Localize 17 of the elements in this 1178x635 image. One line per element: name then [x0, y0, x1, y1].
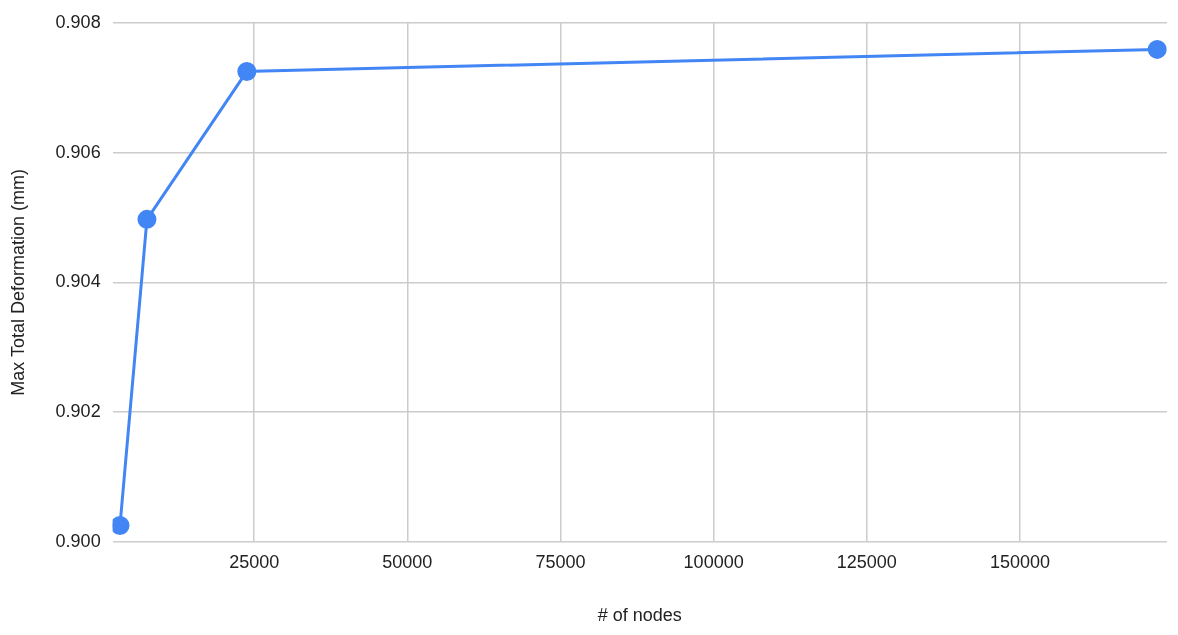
point [112, 516, 130, 536]
x-axis-title: # of nodes [597, 605, 682, 626]
y-tick-label: 0.908 [55, 11, 101, 32]
x-tick-label: 50000 [382, 551, 433, 572]
y-axis-title: Max Total Deformation (mm) [7, 168, 28, 396]
x-tick-label: 25000 [229, 551, 280, 572]
y-tick-label: 0.904 [55, 271, 101, 292]
point [1147, 39, 1167, 59]
point [237, 61, 257, 81]
x-tick-label: 150000 [989, 551, 1051, 572]
x-tick-label: 100000 [683, 551, 744, 572]
x-tick-label: 75000 [535, 551, 586, 572]
point [137, 209, 157, 229]
y-tick-label: 0.902 [55, 401, 101, 422]
y-tick-label: 0.906 [55, 141, 101, 162]
y-tick-label: 0.900 [55, 530, 101, 551]
x-tick-label: 125000 [836, 551, 897, 572]
